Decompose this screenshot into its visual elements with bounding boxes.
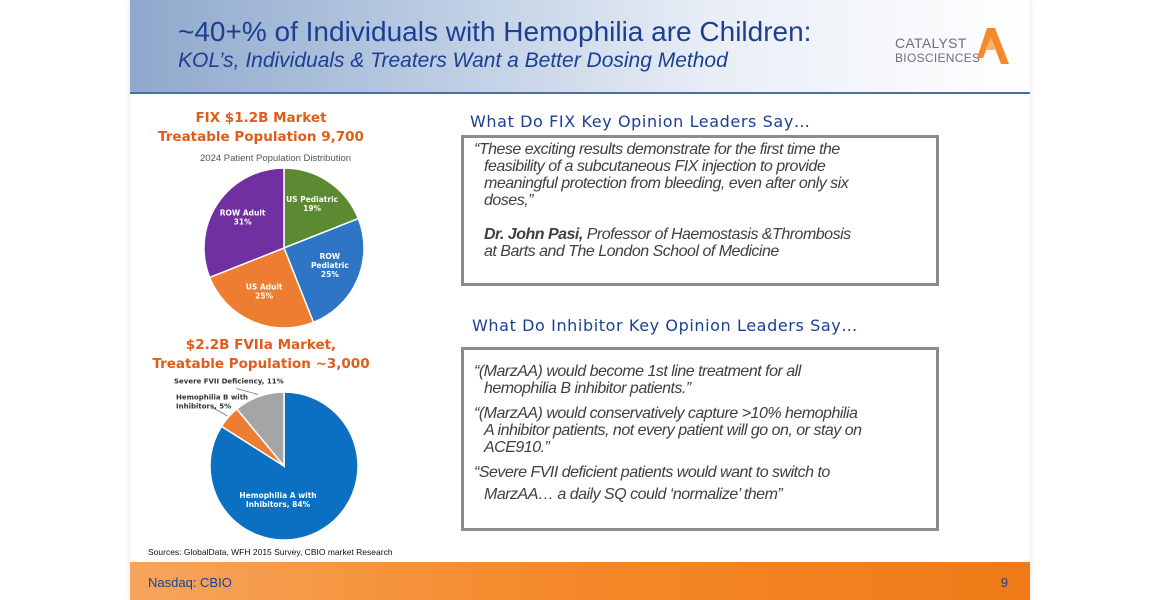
- fix-kol-quote-box: “These exciting results demonstrate for …: [461, 135, 939, 286]
- slide-subtitle: KOL’s, Individuals & Treaters Want a Bet…: [178, 49, 728, 72]
- fix-quote-line: feasibility of a subcutaneous FIX inject…: [484, 158, 826, 175]
- pie-label-row-pediatric: ROW Pediatric 25%: [311, 252, 349, 279]
- fix-kol-heading: What Do FIX Key Opinion Leaders Say…: [470, 112, 811, 131]
- leader-line-hemophilia-b-with-inhibitors: [212, 407, 228, 417]
- slide: ~40+% of Individuals with Hemophilia are…: [130, 0, 1030, 600]
- inhibitor-population-pie-chart: Hemophilia A with Inhibitors, 84% Hemophil…: [174, 378, 359, 541]
- inhibitor-kol-heading: What Do Inhibitor Key Opinion Leaders Sa…: [472, 316, 858, 335]
- pie-label-severe-fvii-deficiency: Severe FVII Deficiency, 11%: [174, 378, 284, 385]
- pie-slice-row-pediatric: [283, 217, 365, 324]
- pie-slice-severe-fvii-deficiency: [235, 391, 285, 469]
- fix-quote-line: “These exciting results demonstrate for …: [474, 141, 840, 158]
- pie-label-us-pediatric: US Pediatric 19%: [286, 195, 338, 213]
- patient-population-pie-chart: US Pediatric 19% ROW Pediatric 25% US Adult 25…: [203, 167, 365, 329]
- fix-quote-author: Dr. John Pasi,: [484, 226, 583, 243]
- fix-quote-line: meaningful protection from bleeding, eve…: [484, 175, 849, 192]
- inhibitor-quote1-line: hemophilia B inhibitor patients.”: [484, 380, 691, 397]
- inhibitor-kol-quote-box: “(MarzAA) would become 1st line treatmen…: [461, 347, 939, 531]
- inhibitor-quote3-line: MarzAA… a daily SQ could ‘normalize’ the…: [484, 486, 783, 503]
- pie-label-row-adult: ROW Adult 31%: [220, 208, 266, 226]
- inhibitor-quote1-line: “(MarzAA) would become 1st line treatmen…: [474, 363, 801, 380]
- fix-quote-attribution: Dr. John Pasi, Professor of Haemostasis …: [474, 226, 934, 243]
- fix-market-heading: FIX $1.2B Market Treatable Population 9,…: [130, 109, 392, 147]
- inhibitor-quote2-line: ACE910.”: [484, 439, 550, 456]
- fviia-market-heading: $2.2B FVIIa Market, Treatable Population…: [130, 336, 392, 374]
- logo-text-biosciences: BIOSCIENCES: [895, 51, 981, 65]
- slide-title: ~40+% of Individuals with Hemophilia are…: [178, 16, 812, 47]
- company-logo: CATALYST BIOSCIENCES: [895, 28, 1025, 72]
- pie-label-hemophilia-b-with-inhibitors: Hemophilia B with Inhibitors, 5%: [176, 394, 248, 411]
- header-divider: [130, 92, 1030, 94]
- header-band: [130, 0, 1030, 92]
- fix-quote-line: doses,”: [484, 192, 533, 209]
- fix-market-size: FIX $1.2B Market: [195, 110, 327, 126]
- fviia-market-size: $2.2B FVIIa Market,: [185, 337, 337, 353]
- pie-slice-us-adult: [208, 247, 315, 329]
- pie-slice-row-adult: [203, 167, 285, 279]
- inhibitor-quote2-line: “(MarzAA) would conservatively capture >…: [474, 405, 858, 422]
- leader-line-severe-fvii-deficiency: [236, 388, 259, 395]
- inhibitor-quote2-line: A inhibitor patients, not every patient …: [484, 422, 862, 439]
- fix-quote-author-affiliation: at Barts and The London School of Medici…: [484, 243, 779, 260]
- page-number: 9: [1000, 575, 1008, 590]
- pie1-caption: 2024 Patient Population Distribution: [200, 153, 352, 164]
- footer-bar: Nasdaq: CBIO 9: [130, 562, 1030, 600]
- footer-ticker: Nasdaq: CBIO: [148, 575, 232, 590]
- logo-text-catalyst: CATALYST: [895, 35, 967, 51]
- inhibitor-kol-quotes: “(MarzAA) would become 1st line treatmen…: [474, 363, 934, 503]
- logo-a-mark-icon: [977, 28, 1009, 64]
- fix-treatable-population: Treatable Population 9,700: [158, 129, 364, 145]
- pie-label-us-adult: US Adult 25%: [246, 282, 283, 300]
- inhibitor-quote3-line: “Severe FVII deficient patients would wa…: [474, 464, 830, 481]
- pie-label-hemophilia-a-with-inhibitors: Hemophilia A with Inhibitors, 84%: [239, 491, 316, 509]
- pie-slice-us-pediatric: [283, 167, 360, 250]
- fviia-treatable-population: Treatable Population ~3,000: [152, 356, 370, 372]
- fix-kol-quote: “These exciting results demonstrate for …: [474, 141, 934, 260]
- sources-note: Sources: GlobalData, WFH 2015 Survey, CB…: [148, 547, 393, 557]
- fix-quote-author-title: Professor of Haemostasis &Thrombosis: [582, 226, 851, 243]
